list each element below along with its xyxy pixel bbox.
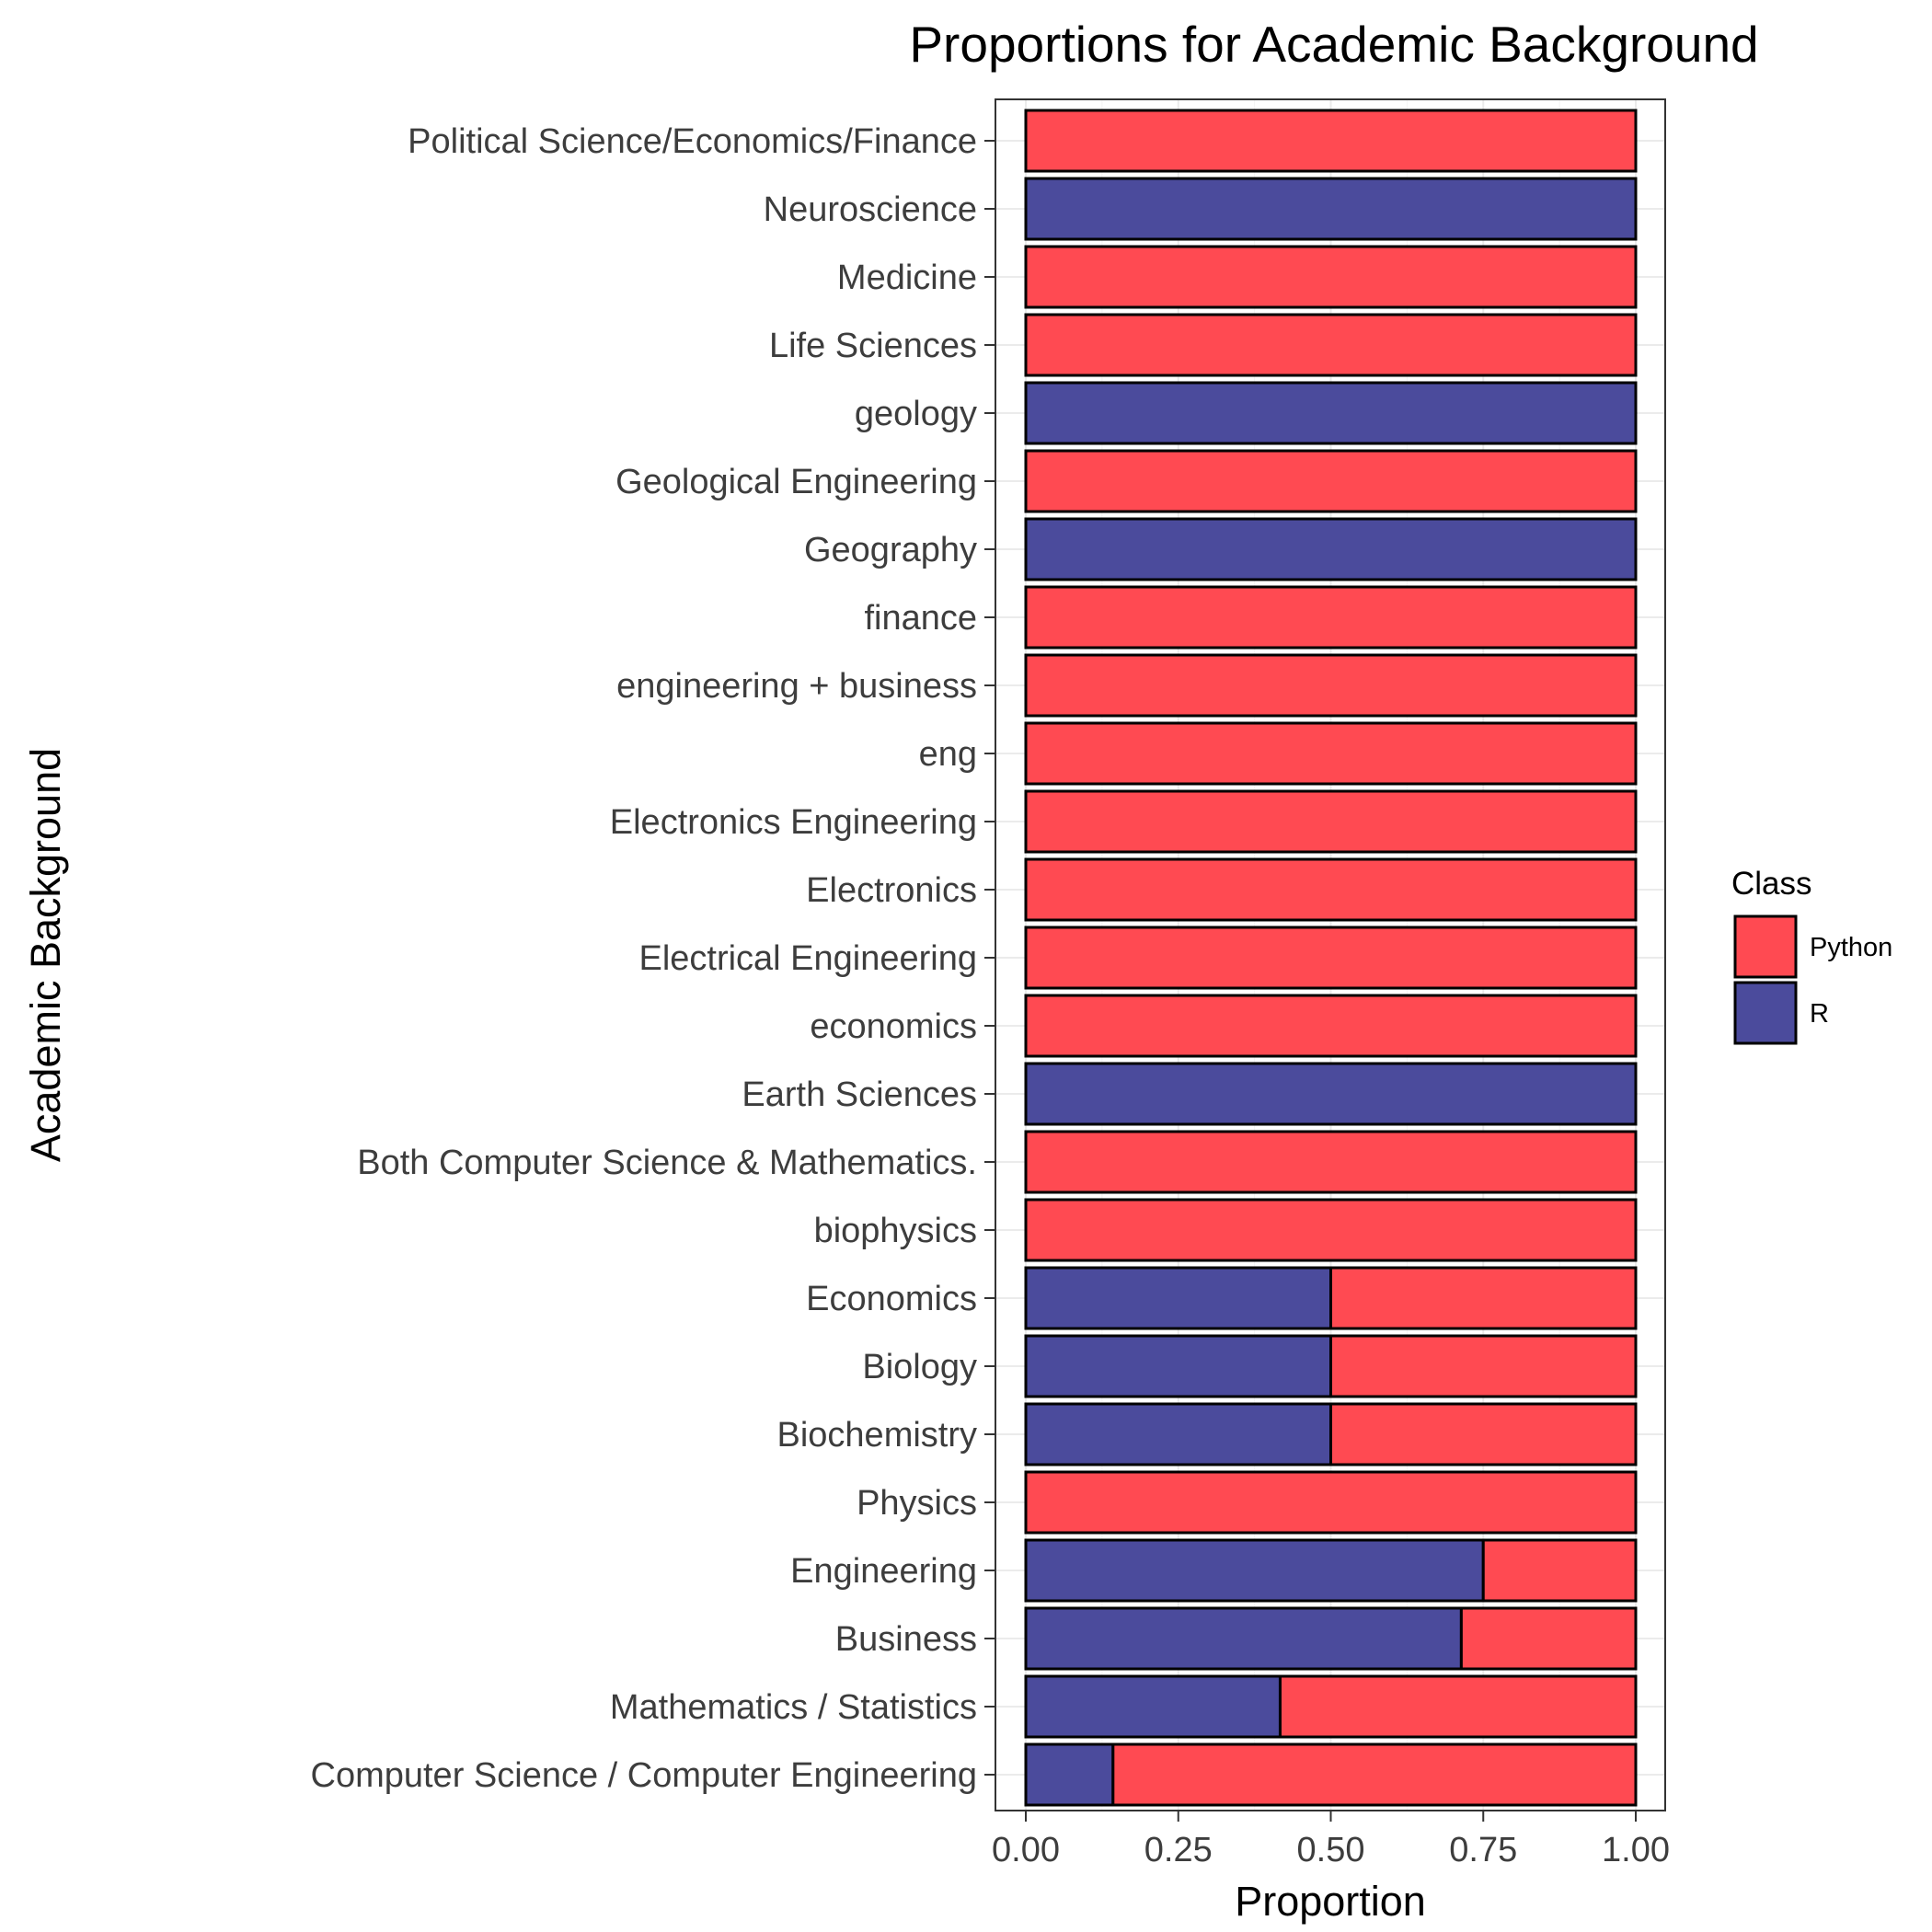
bar-segment-python	[1024, 789, 1638, 854]
legend-key-r	[1733, 981, 1798, 1045]
bar-segment-python	[1024, 653, 1638, 718]
bar-segment-python	[1024, 313, 1638, 377]
bar-segment-python	[1024, 449, 1638, 513]
bar-segment-python	[1024, 857, 1638, 922]
bar-segment-python	[1024, 926, 1638, 990]
bar-segment-python	[1024, 721, 1638, 786]
bar-segment-python	[1024, 585, 1638, 650]
y-tick-label: geology	[855, 395, 977, 433]
bar-segment-r	[1024, 177, 1638, 241]
x-tick-label: 1.00	[1602, 1831, 1670, 1869]
y-tick-label: Geological Engineering	[615, 463, 977, 501]
legend-label: Python	[1810, 933, 1892, 962]
bar-segment-python	[1329, 1266, 1638, 1330]
y-tick-label: economics	[810, 1007, 977, 1046]
bar-segment-r	[1024, 517, 1638, 581]
bar-segment-r	[1024, 1334, 1332, 1398]
y-tick-label: Mathematics / Statistics	[610, 1688, 977, 1727]
y-tick-label: eng	[919, 735, 977, 774]
y-tick-label: Electronics	[806, 871, 977, 910]
bar-segment-python	[1024, 109, 1638, 173]
y-tick-label: Electrical Engineering	[638, 939, 977, 978]
bar-segment-python	[1111, 1742, 1638, 1807]
legend: Class Python R	[1731, 866, 1892, 1045]
y-tick-label: Biochemistry	[777, 1416, 978, 1455]
bar-segment-r	[1024, 1674, 1282, 1739]
bar-segment-python	[1329, 1334, 1638, 1398]
legend-title: Class	[1731, 866, 1812, 902]
y-tick-label: finance	[864, 599, 977, 638]
y-tick-label: Electronics Engineering	[610, 803, 977, 842]
bar-segment-r	[1024, 1062, 1638, 1126]
bar-segment-python	[1024, 994, 1638, 1058]
bar-segment-r	[1024, 1266, 1332, 1330]
bars	[1024, 109, 1638, 1807]
y-tick-label: Geography	[804, 531, 977, 569]
x-axis-ticks: 0.00 0.25 0.50 0.75 1.00	[992, 1811, 1670, 1869]
y-tick-label: Both Computer Science & Mathematics.	[357, 1144, 977, 1182]
y-tick-label: Earth Sciences	[742, 1075, 977, 1114]
bar-segment-python	[1024, 245, 1638, 309]
bar-segment-python	[1024, 1470, 1638, 1535]
x-axis-title: Proportion	[1235, 1878, 1426, 1925]
bar-segment-r	[1024, 1402, 1332, 1466]
bar-segment-python	[1024, 1130, 1638, 1194]
bar-segment-r	[1024, 1538, 1485, 1603]
y-tick-label: Business	[835, 1620, 977, 1659]
x-tick-label: 0.25	[1144, 1831, 1213, 1869]
bar-segment-python	[1278, 1674, 1638, 1739]
y-tick-label: Political Science/Economics/Finance	[408, 122, 977, 161]
y-tick-label: Engineering	[790, 1552, 977, 1591]
y-tick-label: Medicine	[837, 259, 977, 297]
y-tick-label: engineering + business	[616, 667, 977, 706]
chart-title: Proportions for Academic Background	[909, 16, 1758, 73]
y-tick-label: Biology	[862, 1348, 977, 1386]
x-tick-label: 0.75	[1449, 1831, 1517, 1869]
legend-key-python	[1733, 914, 1798, 979]
y-tick-label: biophysics	[814, 1212, 977, 1250]
bar-segment-python	[1481, 1538, 1638, 1603]
x-tick-label: 0.50	[1297, 1831, 1365, 1869]
bar-segment-python	[1459, 1606, 1638, 1671]
y-tick-label: Life Sciences	[769, 327, 977, 365]
y-tick-label: Computer Science / Computer Engineering	[311, 1756, 978, 1795]
x-tick-label: 0.00	[992, 1831, 1060, 1869]
category-labels: Political Science/Economics/Finance Neuro…	[311, 122, 995, 1795]
bar-segment-python	[1024, 1198, 1638, 1262]
y-tick-label: Economics	[806, 1280, 977, 1318]
legend-label: R	[1810, 999, 1829, 1029]
bar-segment-r	[1024, 1606, 1463, 1671]
y-tick-label: Physics	[857, 1484, 977, 1523]
y-axis-title: Academic Background	[22, 748, 69, 1162]
y-tick-label: Neuroscience	[764, 190, 977, 229]
bar-segment-r	[1024, 381, 1638, 445]
bar-segment-python	[1329, 1402, 1638, 1466]
bar-segment-r	[1024, 1742, 1115, 1807]
